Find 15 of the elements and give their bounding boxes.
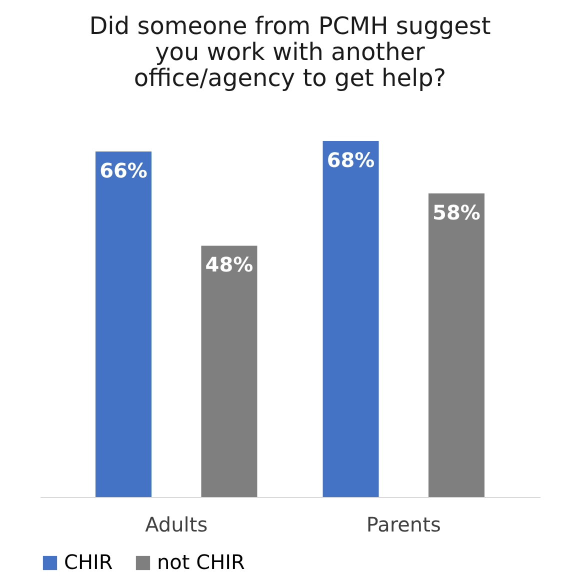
bar bbox=[96, 151, 152, 497]
data-label: 48% bbox=[205, 252, 254, 277]
text: Did someone from PCMH suggest bbox=[89, 12, 491, 40]
data-label: 68% bbox=[326, 148, 375, 172]
bar bbox=[201, 246, 258, 497]
text: office/agency to get help? bbox=[134, 64, 446, 92]
data-label: 58% bbox=[432, 200, 480, 224]
x-tick-label: Adults bbox=[145, 512, 208, 536]
text: you work with another bbox=[155, 38, 425, 66]
legend-label: CHIR bbox=[64, 550, 113, 574]
data-label: 66% bbox=[100, 158, 148, 182]
bar bbox=[428, 193, 484, 497]
legend-label: not CHIR bbox=[157, 550, 246, 574]
bar bbox=[322, 141, 379, 497]
x-tick-label: Parents bbox=[366, 512, 441, 536]
